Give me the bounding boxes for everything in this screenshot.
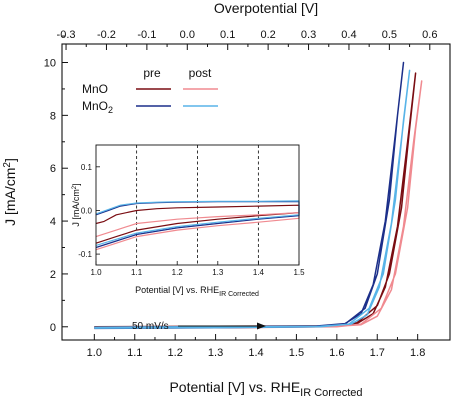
sweep-arrow-head (257, 322, 266, 330)
main-y-axis: 0 2 4 6 8 10 (44, 35, 68, 334)
inset-x-axis-title-main: Potential [V] vs. RHE (135, 285, 219, 295)
x-axis-title: Potential [V] vs. RHEIR Corrected (169, 379, 362, 399)
main-series-3 (94, 69, 411, 329)
x-tick-label: 1.0 (87, 347, 102, 359)
top-tick-label: 0.4 (341, 29, 356, 41)
top-tick-label: -0.2 (97, 29, 116, 41)
main-series-1 (94, 80, 423, 329)
inset-series-3 (95, 200, 300, 246)
inset-y-axis: -0.1 0.0 0.1 (78, 163, 100, 259)
inset-x-tick-label: 1.2 (172, 268, 184, 277)
top-tick-label: 0.6 (422, 29, 437, 41)
legend-label-mno2: MnO2 (82, 99, 113, 115)
top-tick-label: 0.1 (220, 29, 235, 41)
y-tick-label: 8 (50, 110, 56, 122)
main-x-axis: 1.0 1.1 1.2 1.3 1.4 1.5 1.6 1.7 1.8 (87, 334, 425, 359)
inset-x-tick-label: 1.5 (293, 268, 305, 277)
inset-x-tick-label: 1.1 (131, 268, 143, 277)
inset-x-axis-title-sub: IR Corrected (219, 291, 259, 298)
legend-header-pre: pre (143, 66, 161, 80)
y-tick-label: 6 (50, 163, 56, 175)
x-tick-label: 1.7 (370, 347, 385, 359)
x-tick-label: 1.2 (168, 347, 183, 359)
inset-x-tick-label: 1.4 (253, 268, 265, 277)
inset-x-tick-label: 1.0 (90, 268, 102, 277)
inset-y-axis-title-main: J [mA/cm (71, 189, 81, 227)
top-tick-label: 0.3 (301, 29, 316, 41)
inset-dashed-lines (136, 145, 259, 265)
inset-y-axis-title-end: ] (71, 183, 81, 186)
inset-x-axis-title: Potential [V] vs. RHEIR Corrected (135, 285, 259, 298)
legend-label-mno2-main: MnO (82, 99, 108, 113)
inset-plot-frame (95, 144, 300, 266)
legend: pre post MnO MnO2 (82, 66, 218, 115)
y-tick-label: 4 (50, 216, 56, 228)
x-tick-label: 1.8 (410, 347, 425, 359)
x-axis-title-main: Potential [V] vs. RHE (169, 379, 300, 395)
inset-y-tick-label: -0.1 (78, 250, 92, 259)
x-tick-label: 1.4 (248, 347, 263, 359)
top-tick-label: 0.0 (180, 29, 195, 41)
sweep-rate-annotation: 50 mV/s (132, 321, 169, 332)
y-axis-title: J [mA/cm2] (2, 158, 18, 226)
inset-y-tick-label: 0.0 (81, 206, 93, 215)
y-tick-label: 0 (50, 322, 56, 334)
inset-x-axis: 1.0 1.1 1.2 1.3 1.4 1.5 (90, 261, 305, 277)
y-tick-label: 10 (44, 58, 56, 70)
x-tick-label: 1.1 (127, 347, 142, 359)
legend-header-post: post (189, 66, 212, 80)
y-tick-label: 2 (50, 269, 56, 281)
y-axis-title-sup: 2 (2, 162, 13, 168)
top-tick-label: -0.1 (137, 29, 156, 41)
inset-series-0 (95, 204, 300, 244)
inset-y-tick-label: 0.1 (81, 163, 93, 172)
top-tick-label: 0.2 (260, 29, 275, 41)
inset-y-axis-title: J [mA/cm2] (71, 183, 81, 226)
x-axis-title-sub: IR Corrected (300, 387, 362, 399)
legend-label-mno: MnO (82, 82, 108, 96)
top-tick-label: -0.3 (57, 29, 76, 41)
top-tick-label: 0.5 (382, 29, 397, 41)
y-axis-title-end: ] (2, 158, 18, 162)
inset-y-axis-title-sup: 2 (72, 185, 78, 189)
top-x-axis: -0.3 -0.2 -0.1 0.0 0.1 0.2 0.3 0.4 0.5 0.6 (57, 29, 437, 50)
x-tick-label: 1.5 (289, 347, 304, 359)
main-series-group (94, 61, 423, 330)
inset-x-tick-label: 1.3 (212, 268, 224, 277)
top-axis-title: Overpotential [V] (214, 0, 318, 16)
legend-label-mno2-sub: 2 (108, 105, 113, 115)
x-tick-label: 1.3 (208, 347, 223, 359)
y-axis-title-main: J [mA/cm (2, 168, 18, 226)
x-tick-label: 1.6 (329, 347, 344, 359)
